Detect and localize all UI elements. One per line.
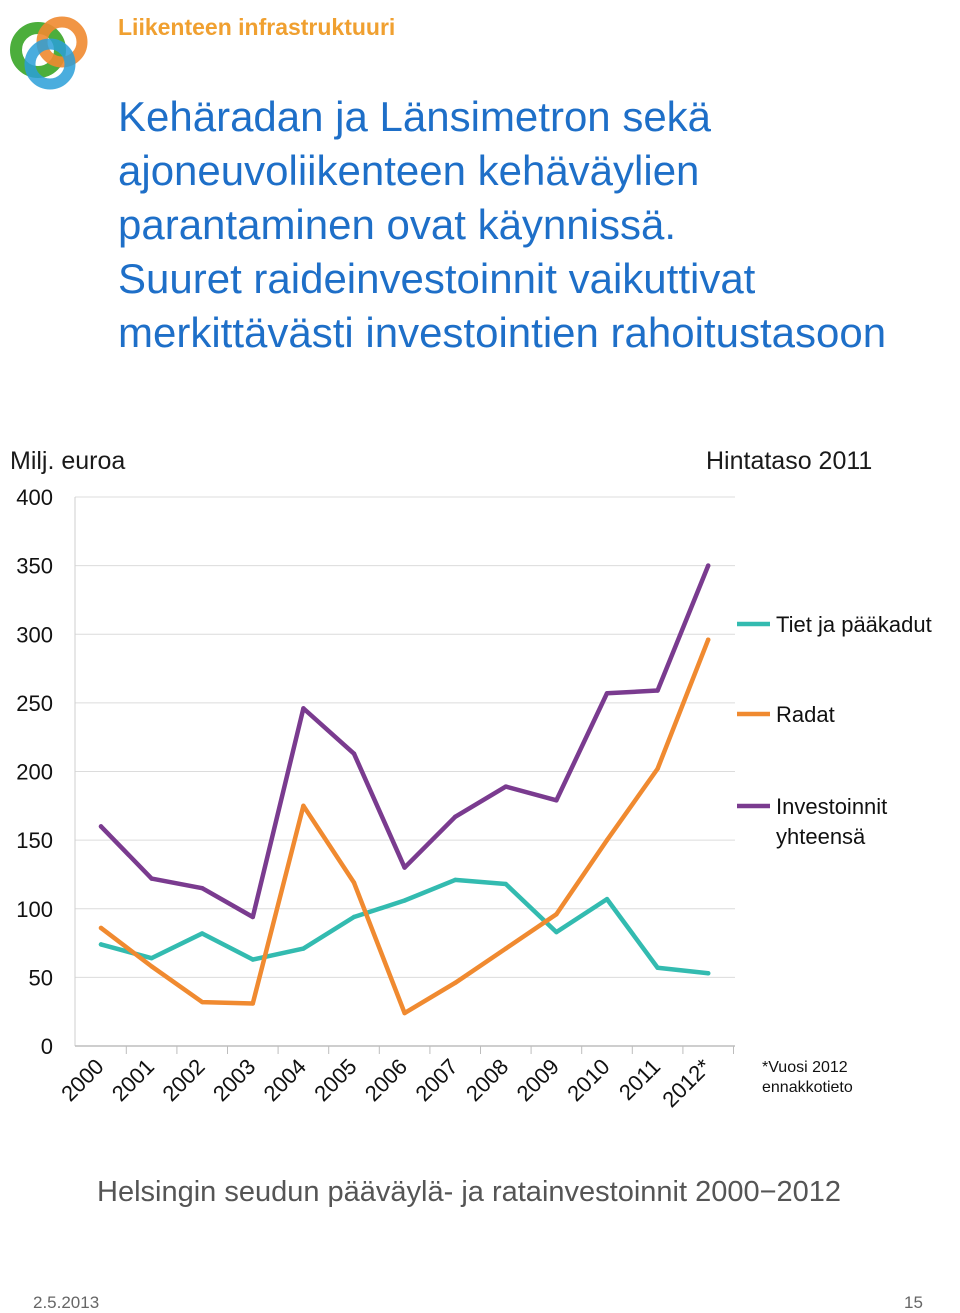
headline-line: merkittävästi investointien rahoitustaso… [118, 309, 887, 356]
x-tick-label: 2002 [157, 1054, 209, 1106]
x-tick-label: 2006 [360, 1054, 412, 1106]
data-point [402, 865, 407, 870]
headline-line: Suuret raideinvestoinnit vaikuttivat [118, 255, 756, 302]
data-point [503, 946, 508, 951]
x-tick-label: 2012* [657, 1054, 716, 1113]
headline: Kehäradan ja Länsimetron sekä ajoneuvoli… [118, 90, 958, 360]
data-point [706, 971, 711, 976]
data-point [402, 1010, 407, 1016]
data-point [301, 706, 306, 711]
x-tick-label: 2004 [259, 1054, 311, 1106]
y-tick-label: 50 [29, 965, 53, 990]
price-level-label: Hintataso 2011 [706, 447, 873, 475]
data-point [200, 931, 205, 936]
data-point [604, 837, 610, 843]
data-point [604, 896, 610, 902]
data-point [706, 563, 711, 568]
y-axis-unit-label: Milj. euroa [10, 447, 126, 475]
footnote-line: ennakkotieto [762, 1079, 853, 1096]
data-point [250, 957, 255, 962]
page-number: 15 [904, 1293, 923, 1312]
x-tick-label: 2008 [461, 1054, 513, 1106]
y-tick-label: 150 [16, 828, 53, 853]
x-tick-label: 2009 [512, 1054, 564, 1106]
data-point [554, 929, 559, 935]
legend-label: yhteensä [776, 824, 866, 849]
y-tick-label: 300 [16, 622, 53, 647]
data-point [98, 824, 104, 829]
headline-line: Kehäradan ja Länsimetron sekä [118, 93, 712, 140]
legend-label: Radat [776, 702, 835, 727]
data-point [503, 881, 508, 887]
data-point [453, 814, 458, 819]
data-point [655, 766, 660, 771]
data-point [200, 885, 205, 891]
chart-footnote: *Vuosi 2012 ennakkotieto [762, 1058, 853, 1098]
data-point [200, 999, 205, 1005]
data-point [301, 946, 306, 951]
headline-line: ajoneuvoliikenteen kehäväylien [118, 147, 700, 194]
data-point [98, 925, 104, 931]
headline-line: parantaminen ovat käynnissä. [118, 201, 676, 248]
data-point [655, 688, 660, 693]
line-chart: 0 50 100 150 200 250 300 350 400 2000200120022003… [16, 485, 932, 1113]
x-tick-label: 2000 [56, 1054, 108, 1106]
y-tick-label: 250 [16, 691, 53, 716]
data-point [554, 798, 559, 803]
section-label: Liikenteen infrastruktuuri [118, 14, 396, 40]
data-point [351, 914, 357, 920]
data-point [706, 637, 711, 642]
data-point [453, 877, 458, 883]
x-tick-label: 2005 [309, 1054, 361, 1106]
y-tick-label: 200 [16, 760, 53, 785]
data-point [351, 880, 357, 885]
footer-date: 2.5.2013 [33, 1293, 100, 1312]
data-point [149, 964, 154, 969]
x-tick-label: 2010 [562, 1054, 614, 1106]
data-point [301, 803, 306, 809]
data-point [149, 955, 154, 961]
data-point [250, 1001, 255, 1006]
legend-label: Investoinnit [776, 794, 887, 819]
logo-icon [10, 16, 88, 90]
data-point [250, 914, 255, 920]
data-point [98, 942, 104, 947]
legend-label: Tiet ja pääkadut [776, 612, 932, 637]
data-point [402, 898, 407, 903]
series-line [98, 877, 711, 976]
chart-caption: Helsingin seudun pääväylä- ja ratainvest… [97, 1176, 842, 1208]
x-tick-label: 2011 [614, 1054, 665, 1105]
data-point [604, 691, 610, 696]
y-tick-label: 400 [16, 485, 53, 510]
x-tick-label: 2007 [410, 1054, 462, 1106]
data-point [554, 912, 559, 917]
data-point [503, 784, 508, 789]
y-tick-label: 100 [16, 897, 53, 922]
data-point [149, 876, 154, 881]
data-point [655, 965, 660, 970]
y-tick-label: 0 [41, 1034, 53, 1059]
data-point [453, 980, 458, 986]
footnote-line: *Vuosi 2012 [762, 1059, 848, 1076]
x-tick-label: 2001 [107, 1054, 159, 1106]
series-line [98, 637, 711, 1016]
data-point [351, 751, 357, 756]
series-line [98, 563, 711, 920]
x-tick-label: 2003 [208, 1054, 260, 1106]
y-tick-label: 350 [16, 554, 53, 579]
